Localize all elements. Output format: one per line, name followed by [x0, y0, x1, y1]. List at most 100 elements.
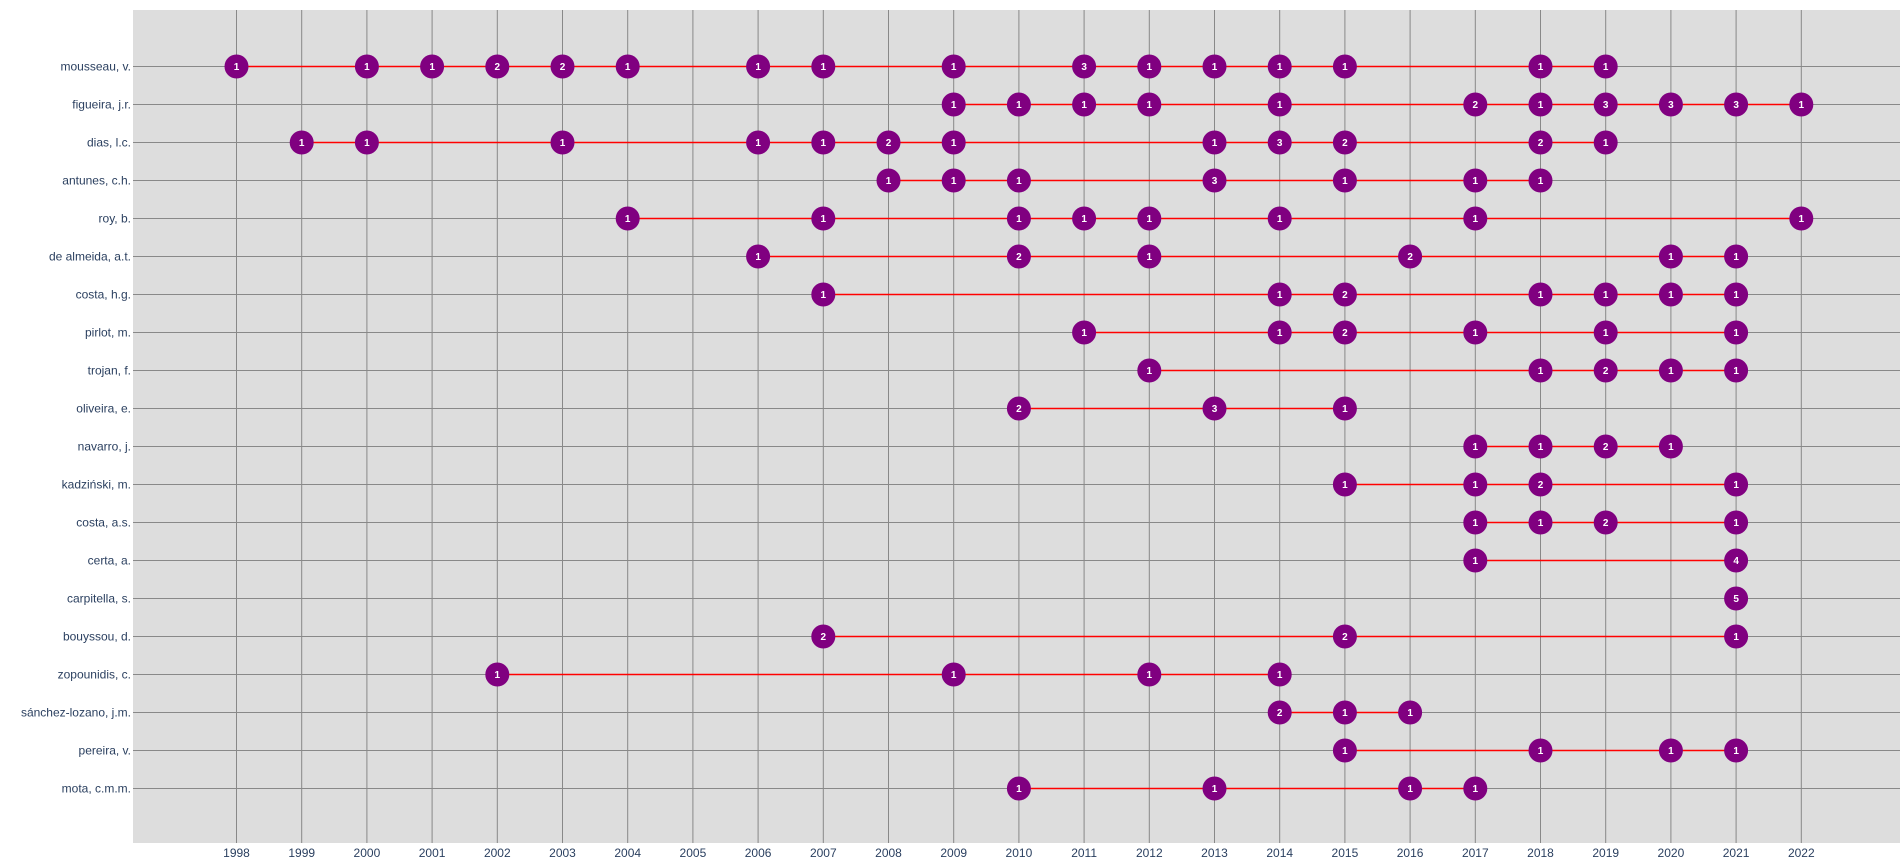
- data-point-marker[interactable]: [811, 130, 836, 155]
- data-point-marker[interactable]: [1267, 92, 1292, 117]
- data-point-marker[interactable]: [1724, 624, 1749, 649]
- data-point-marker[interactable]: [1137, 358, 1162, 383]
- data-point-marker[interactable]: [1724, 282, 1749, 307]
- data-point-marker[interactable]: [1202, 54, 1227, 79]
- data-point-marker[interactable]: [1724, 472, 1749, 497]
- data-point-marker[interactable]: [1593, 434, 1618, 459]
- data-point-marker[interactable]: [615, 54, 640, 79]
- data-point-marker[interactable]: [1006, 206, 1031, 231]
- data-point-marker[interactable]: [1267, 662, 1292, 687]
- data-point-marker[interactable]: [941, 130, 966, 155]
- data-point-marker[interactable]: [1072, 206, 1097, 231]
- data-point-marker[interactable]: [1724, 320, 1749, 345]
- data-point-marker[interactable]: [746, 244, 771, 269]
- data-point-marker[interactable]: [1463, 320, 1488, 345]
- data-point-marker[interactable]: [1658, 358, 1683, 383]
- data-point-marker[interactable]: [1593, 510, 1618, 535]
- data-point-marker[interactable]: [1528, 472, 1553, 497]
- data-point-marker[interactable]: [1398, 244, 1423, 269]
- data-point-marker[interactable]: [1463, 510, 1488, 535]
- data-point-marker[interactable]: [746, 54, 771, 79]
- data-point-marker[interactable]: [941, 168, 966, 193]
- data-point-marker[interactable]: [1332, 396, 1357, 421]
- data-point-marker[interactable]: [550, 54, 575, 79]
- data-point-marker[interactable]: [1137, 244, 1162, 269]
- data-point-marker[interactable]: [1006, 396, 1031, 421]
- data-point-marker[interactable]: [1072, 320, 1097, 345]
- data-point-marker[interactable]: [1332, 320, 1357, 345]
- data-point-marker[interactable]: [1724, 358, 1749, 383]
- data-point-marker[interactable]: [1528, 168, 1553, 193]
- data-point-marker[interactable]: [1528, 54, 1553, 79]
- data-point-marker[interactable]: [1528, 434, 1553, 459]
- data-point-marker[interactable]: [1398, 700, 1423, 725]
- data-point-marker[interactable]: [1137, 662, 1162, 687]
- data-point-marker[interactable]: [1072, 54, 1097, 79]
- data-point-marker[interactable]: [1267, 130, 1292, 155]
- data-point-marker[interactable]: [1593, 54, 1618, 79]
- data-point-marker[interactable]: [289, 130, 314, 155]
- data-point-marker[interactable]: [1202, 130, 1227, 155]
- data-point-marker[interactable]: [1593, 320, 1618, 345]
- data-point-marker[interactable]: [1528, 510, 1553, 535]
- data-point-marker[interactable]: [1528, 282, 1553, 307]
- data-point-marker[interactable]: [1463, 206, 1488, 231]
- data-point-marker[interactable]: [1724, 586, 1749, 611]
- data-point-marker[interactable]: [1267, 700, 1292, 725]
- data-point-marker[interactable]: [1332, 54, 1357, 79]
- data-point-marker[interactable]: [811, 206, 836, 231]
- data-point-marker[interactable]: [1724, 510, 1749, 535]
- data-point-marker[interactable]: [746, 130, 771, 155]
- data-point-marker[interactable]: [1332, 282, 1357, 307]
- data-point-marker[interactable]: [1463, 92, 1488, 117]
- data-point-marker[interactable]: [1463, 776, 1488, 801]
- data-point-marker[interactable]: [1267, 282, 1292, 307]
- data-point-marker[interactable]: [811, 282, 836, 307]
- data-point-marker[interactable]: [1202, 396, 1227, 421]
- data-point-marker[interactable]: [485, 54, 510, 79]
- data-point-marker[interactable]: [420, 54, 445, 79]
- data-point-marker[interactable]: [550, 130, 575, 155]
- data-point-marker[interactable]: [1267, 320, 1292, 345]
- data-point-marker[interactable]: [1528, 130, 1553, 155]
- data-point-marker[interactable]: [1528, 92, 1553, 117]
- data-point-marker[interactable]: [615, 206, 640, 231]
- data-point-marker[interactable]: [1332, 472, 1357, 497]
- data-point-marker[interactable]: [1724, 244, 1749, 269]
- data-point-marker[interactable]: [1658, 244, 1683, 269]
- data-point-marker[interactable]: [1593, 92, 1618, 117]
- data-point-marker[interactable]: [1202, 776, 1227, 801]
- data-point-marker[interactable]: [1137, 206, 1162, 231]
- data-point-marker[interactable]: [1332, 738, 1357, 763]
- data-point-marker[interactable]: [876, 130, 901, 155]
- data-point-marker[interactable]: [224, 54, 249, 79]
- data-point-marker[interactable]: [1267, 206, 1292, 231]
- data-point-marker[interactable]: [1789, 92, 1814, 117]
- data-point-marker[interactable]: [1137, 92, 1162, 117]
- data-point-marker[interactable]: [941, 54, 966, 79]
- data-point-marker[interactable]: [1593, 130, 1618, 155]
- data-point-marker[interactable]: [1724, 548, 1749, 573]
- data-point-marker[interactable]: [354, 54, 379, 79]
- data-point-marker[interactable]: [1137, 54, 1162, 79]
- data-point-marker[interactable]: [1202, 168, 1227, 193]
- data-point-marker[interactable]: [1006, 92, 1031, 117]
- data-point-marker[interactable]: [1006, 776, 1031, 801]
- data-point-marker[interactable]: [1593, 358, 1618, 383]
- data-point-marker[interactable]: [1332, 624, 1357, 649]
- data-point-marker[interactable]: [811, 624, 836, 649]
- data-point-marker[interactable]: [1789, 206, 1814, 231]
- data-point-marker[interactable]: [485, 662, 510, 687]
- data-point-marker[interactable]: [1006, 168, 1031, 193]
- data-point-marker[interactable]: [1332, 168, 1357, 193]
- data-point-marker[interactable]: [941, 662, 966, 687]
- data-point-marker[interactable]: [1267, 54, 1292, 79]
- data-point-marker[interactable]: [1006, 244, 1031, 269]
- data-point-marker[interactable]: [1072, 92, 1097, 117]
- data-point-marker[interactable]: [1658, 434, 1683, 459]
- data-point-marker[interactable]: [1332, 130, 1357, 155]
- data-point-marker[interactable]: [1463, 168, 1488, 193]
- data-point-marker[interactable]: [1398, 776, 1423, 801]
- data-point-marker[interactable]: [941, 92, 966, 117]
- data-point-marker[interactable]: [1724, 738, 1749, 763]
